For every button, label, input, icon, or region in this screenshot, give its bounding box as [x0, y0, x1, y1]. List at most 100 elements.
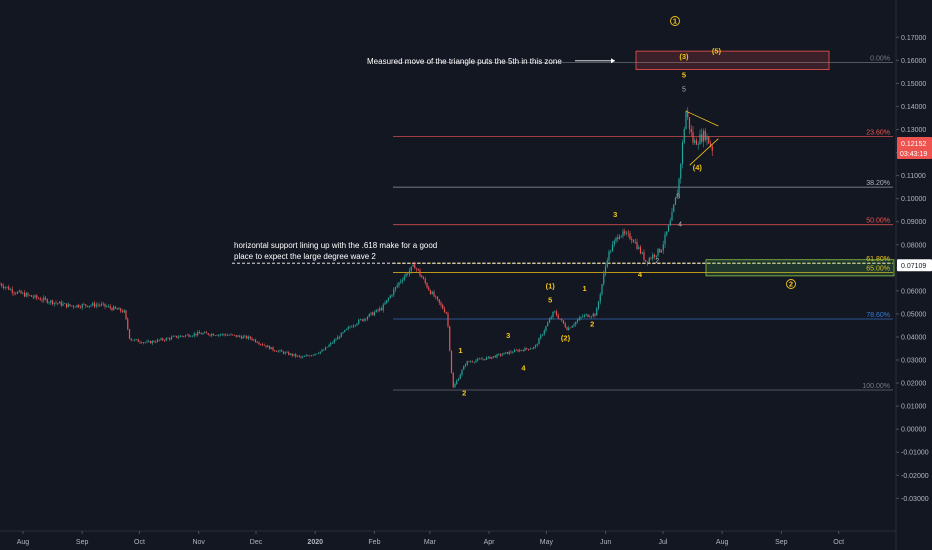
candle-body [426, 283, 428, 288]
candle-body [295, 354, 297, 357]
triangle-annotation: Measured move of the triangle puts the 5… [367, 57, 562, 66]
minor-wave-label: 5 [682, 86, 686, 93]
candle-body [81, 304, 83, 308]
wave-label: 4 [638, 270, 643, 279]
price-tick-label: 0.17000 [901, 35, 926, 42]
candle-body [165, 338, 167, 341]
candle-body [554, 311, 556, 313]
candle-body [389, 295, 391, 299]
wave-label: (2) [561, 333, 571, 342]
candle-body [111, 307, 113, 311]
candle-body [709, 143, 712, 147]
candle-body [83, 304, 85, 305]
candle-body [638, 247, 640, 249]
candle-body [123, 310, 125, 313]
candle-body [676, 193, 678, 198]
candle-body [305, 355, 307, 357]
candle-body [431, 291, 433, 295]
candle-body [569, 327, 572, 329]
time-tick-label: Jul [658, 539, 667, 546]
candle-body [659, 248, 661, 253]
candle-body [639, 247, 642, 254]
candle-body [79, 307, 82, 308]
candle-body [503, 352, 505, 355]
candle-body [121, 311, 124, 313]
candle-body [177, 337, 180, 338]
price-tick-label: 0.05000 [901, 311, 926, 318]
time-tick-label: Sep [775, 539, 788, 546]
candle-body [142, 342, 145, 344]
candle-body [613, 240, 615, 245]
candle-body [342, 332, 344, 333]
candle-body [482, 359, 484, 360]
price-tick-label: 0.06000 [901, 288, 926, 295]
candle-body [538, 338, 540, 345]
candle-body [414, 264, 416, 269]
candle-body [144, 342, 146, 343]
candle-body [685, 111, 687, 130]
candle-body [86, 305, 89, 307]
candle-body [67, 304, 69, 308]
candle-body [128, 329, 131, 339]
candle-body [235, 335, 237, 337]
candle-body [205, 332, 208, 334]
candle-body [442, 305, 444, 309]
candle-body [184, 335, 187, 337]
candle-body [706, 136, 708, 140]
candle-body [291, 353, 293, 356]
candle-body [153, 341, 155, 343]
candle-body [582, 316, 584, 318]
candle-body [358, 319, 360, 324]
candle-body [64, 303, 66, 305]
candle-body [534, 345, 537, 348]
candle-body [113, 306, 115, 311]
candle-body [270, 347, 272, 350]
price-tick-label: 0.04000 [901, 334, 926, 341]
candle-body [447, 313, 449, 327]
candle-body [216, 335, 218, 336]
candle-body [46, 299, 48, 303]
candle-body [298, 355, 300, 357]
candle-body [653, 254, 656, 257]
candle-body [477, 358, 479, 361]
candle-body [601, 284, 603, 295]
candle-body [62, 303, 64, 306]
candle-body [610, 251, 612, 252]
candle-body [599, 294, 601, 302]
candle-body [403, 276, 405, 281]
candle-body [2, 286, 5, 288]
candle-body [400, 281, 402, 283]
candle-body [212, 333, 215, 336]
candle-body [114, 306, 117, 309]
candle-body [690, 128, 692, 132]
candle-body [688, 117, 691, 129]
price-tick-label: 0.10000 [901, 196, 926, 203]
candle-body [148, 341, 150, 342]
candle-body [524, 347, 526, 351]
candle-body [132, 340, 134, 341]
candle-body [251, 338, 253, 341]
candle-body [368, 313, 370, 317]
candle-body [258, 342, 260, 345]
candle-body [611, 244, 614, 252]
wave-label: 5 [682, 71, 686, 80]
candle-body [489, 356, 491, 359]
candle-body [93, 303, 96, 307]
candle-body [99, 304, 101, 306]
price-tick-label: 0.11000 [901, 173, 926, 180]
candle-body [407, 273, 409, 275]
candle-body [387, 298, 390, 300]
candle-body [452, 372, 454, 388]
candle-body [583, 315, 586, 317]
candle-body [296, 355, 299, 357]
candle-body [209, 334, 211, 336]
candle-body [459, 374, 461, 379]
candle-body [699, 134, 701, 145]
candle-body [547, 322, 549, 327]
candle-body [608, 251, 610, 261]
candle-body [256, 342, 258, 343]
candle-body [704, 130, 706, 140]
candle-body [695, 140, 698, 145]
degree-circle [786, 279, 796, 289]
